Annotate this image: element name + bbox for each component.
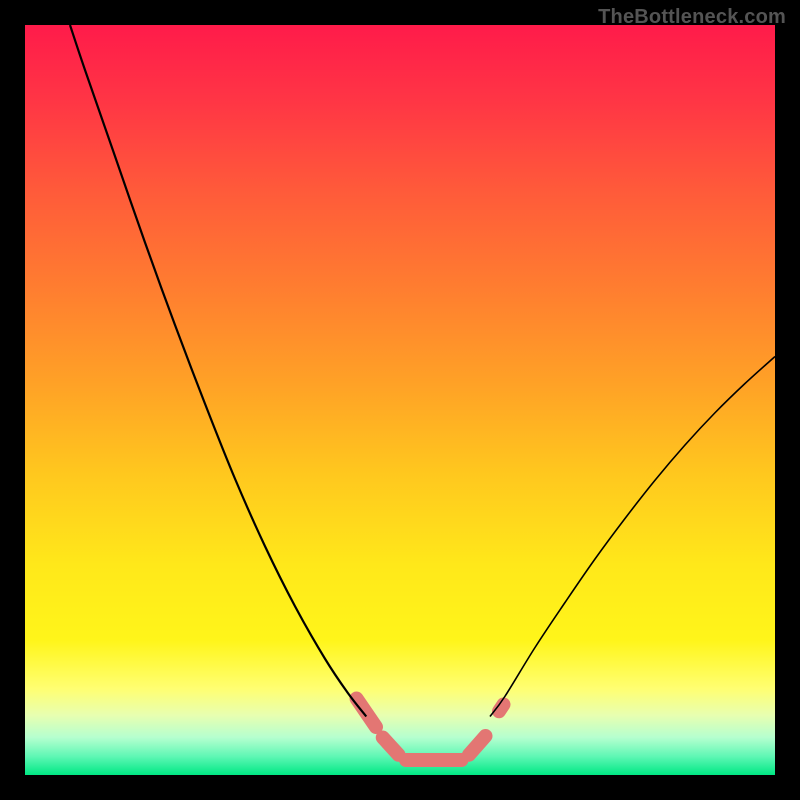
bottleneck-chart [0,0,800,800]
chart-container: TheBottleneck.com [0,0,800,800]
chart-background [25,25,775,775]
valley-band-segment [499,705,504,712]
